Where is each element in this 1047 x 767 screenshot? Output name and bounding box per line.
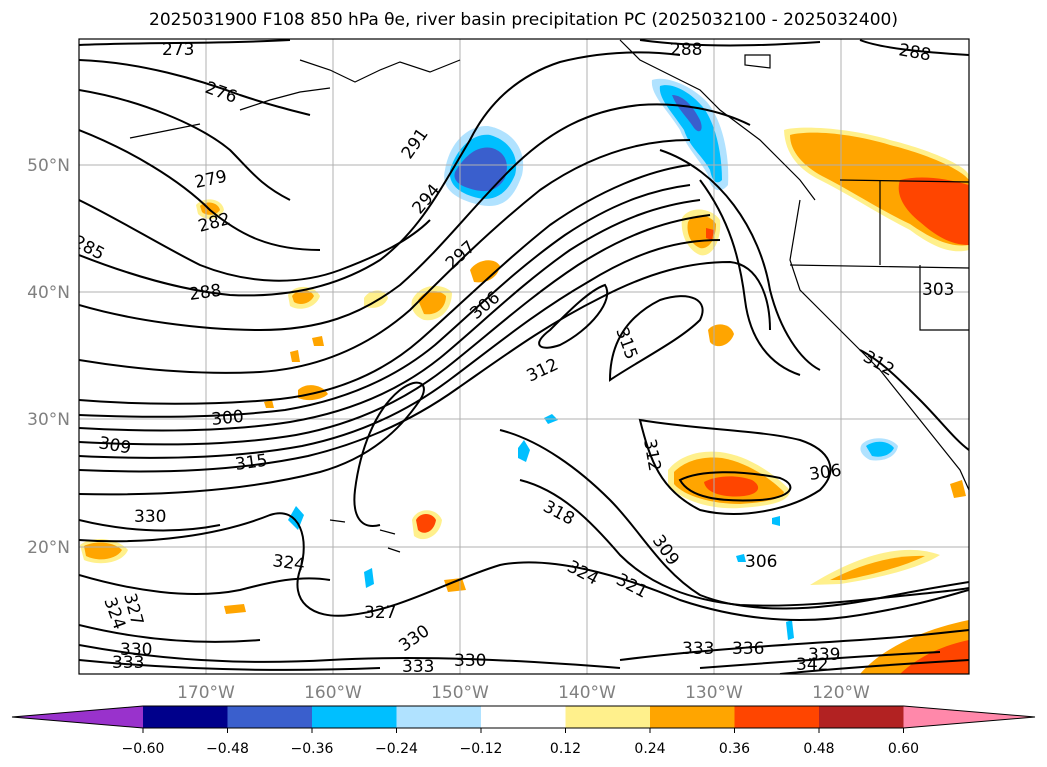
contour-label: 330 — [454, 651, 486, 671]
contour-label: 315 — [611, 325, 641, 362]
colorbar-segment — [481, 706, 566, 728]
positive-pc-region — [706, 228, 714, 240]
contour-label: 291 — [398, 125, 433, 163]
longitude-label: 170°W — [177, 683, 235, 703]
latitude-label: 30°N — [27, 410, 70, 430]
contour-label: 318 — [540, 497, 578, 530]
colorbar-tick-label: −0.36 — [291, 741, 334, 757]
negative-pc-region — [772, 516, 780, 526]
positive-pc-region — [312, 336, 324, 346]
colorbar-segment — [312, 706, 397, 728]
colorbar-segment — [227, 706, 313, 728]
contour-labels: 273 276 279 282 285 288 291 294 297 300 … — [79, 40, 954, 677]
colorbar-segment — [143, 706, 228, 728]
contour-label: 324 — [271, 551, 306, 575]
contour-label: 315 — [234, 451, 269, 475]
colorbar-tick-label: −0.24 — [375, 741, 418, 757]
colorbar-segment — [396, 706, 482, 728]
colorbar-tick-label: −0.60 — [122, 741, 165, 757]
contour-label: 309 — [97, 433, 132, 458]
latitude-label: 20°N — [27, 538, 70, 558]
contour-label: 327 — [364, 603, 396, 623]
theta-e-contours — [79, 39, 969, 674]
colorbar-tick-label: 0.60 — [888, 741, 919, 757]
longitude-label: 120°W — [812, 683, 870, 703]
positive-pc-region — [898, 177, 969, 245]
contour-label: 288 — [670, 40, 702, 60]
colorbar-tick-label: 0.12 — [550, 741, 581, 757]
colorbar-extend-low — [12, 706, 143, 728]
contour-label: 306 — [808, 461, 843, 485]
plot-area: 273 276 279 282 285 288 291 294 297 300 … — [79, 39, 969, 677]
latitude-label: 50°N — [27, 156, 70, 176]
positive-pc-region — [704, 476, 759, 497]
latitude-label: 40°N — [27, 283, 70, 303]
negative-pc-region — [672, 95, 702, 132]
negative-pc-region — [659, 85, 722, 183]
positive-pc-region — [418, 291, 446, 315]
plot-frame — [78, 38, 970, 675]
contour-label: 330 — [134, 507, 166, 527]
negative-pc-region — [364, 568, 374, 588]
longitude-label: 130°W — [685, 683, 743, 703]
positive-pc-region — [708, 324, 734, 347]
colorbar-tick-label: −0.48 — [206, 741, 249, 757]
longitude-label: 160°W — [304, 683, 362, 703]
map-title: 2025031900 F108 850 hPa θe, river basin … — [149, 10, 898, 30]
colorbar-segment — [734, 706, 820, 728]
contour-label: 279 — [193, 167, 229, 193]
contour-label: 303 — [922, 280, 954, 300]
colorbar-tick-label: 0.24 — [634, 741, 665, 757]
positive-pc-region — [264, 400, 274, 408]
contour-label: 312 — [524, 355, 562, 387]
contour-label: 336 — [732, 639, 764, 659]
contour-label: 276 — [202, 78, 239, 108]
negative-pc-region — [518, 440, 530, 462]
contour-label: 294 — [409, 180, 445, 218]
contour-label: 312 — [639, 437, 664, 472]
colorbar: −0.60 −0.48 −0.36 −0.24 −0.12 0.12 0.24 0.36 0.4… — [11, 705, 1036, 757]
colorbar-tick-label: 0.36 — [719, 741, 750, 757]
colorbar-segment — [565, 706, 651, 728]
longitude-label: 150°W — [431, 683, 489, 703]
contour-label: 330 — [120, 640, 152, 660]
contour-label: 333 — [402, 657, 434, 677]
colorbar-segment — [650, 706, 735, 728]
longitude-label: 140°W — [558, 683, 616, 703]
contour-label: 273 — [162, 40, 194, 60]
positive-pc-region — [290, 350, 300, 362]
negative-pc-region — [866, 441, 894, 457]
graticule — [79, 39, 969, 674]
contour-label: 330 — [395, 621, 433, 656]
colorbar-extend-high — [903, 706, 1035, 728]
contour-label: 339 — [808, 645, 840, 665]
positive-pc-region — [470, 260, 500, 283]
negative-pc-region — [786, 620, 794, 640]
negative-pc-region — [288, 506, 304, 530]
contour-label: 300 — [210, 407, 244, 430]
negative-pc-region — [736, 554, 746, 562]
contour-label: 333 — [682, 639, 714, 659]
positive-pc-region — [224, 604, 246, 614]
precip-shading — [80, 78, 969, 674]
contour-label: 324 — [564, 557, 602, 590]
longitude-labels: 170°W 160°W 150°W 140°W 130°W 120°W — [177, 683, 870, 703]
colorbar-tick-label: −0.12 — [460, 741, 503, 757]
contour-label: 342 — [796, 655, 828, 675]
contour-label: 288 — [897, 40, 932, 65]
colorbar-segment — [819, 706, 904, 728]
latitude-labels: 50°N 40°N 30°N 20°N — [27, 156, 70, 558]
contour-label: 288 — [188, 281, 223, 305]
positive-pc-region — [900, 640, 969, 674]
positive-pc-region — [830, 555, 925, 580]
negative-pc-region — [454, 147, 507, 192]
contour-label: 306 — [745, 552, 777, 572]
positive-pc-region — [416, 514, 436, 533]
contour-label: 333 — [112, 653, 144, 673]
positive-pc-region — [950, 480, 966, 498]
colorbar-tick-label: 0.48 — [803, 741, 834, 757]
positive-pc-region — [292, 290, 314, 304]
